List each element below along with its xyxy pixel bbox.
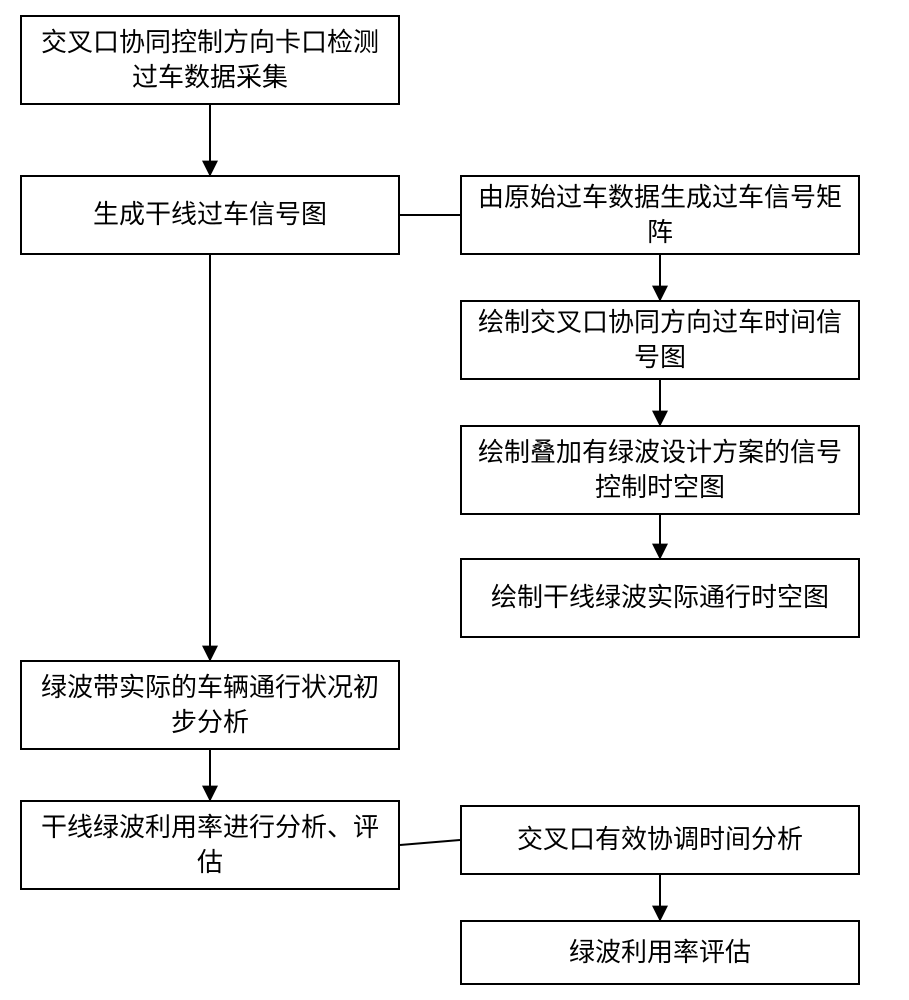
flow-node-utilization-eval: 绿波利用率评估: [460, 920, 860, 985]
flow-node-draw-actual-spacetime: 绘制干线绿波实际通行时空图: [460, 558, 860, 638]
flow-node-draw-greenwave-plan: 绘制叠加有绿波设计方案的信号控制时空图: [460, 425, 860, 515]
flow-node-preliminary-analysis: 绿波带实际的车辆通行状况初步分析: [20, 660, 400, 750]
flow-node-utilization-analysis: 干线绿波利用率进行分析、评估: [20, 800, 400, 890]
flow-node-collect-data: 交叉口协同控制方向卡口检测过车数据采集: [20, 15, 400, 105]
flow-node-gen-signal-diagram: 生成干线过车信号图: [20, 175, 400, 255]
flow-node-coord-time-analysis: 交叉口有效协调时间分析: [460, 805, 860, 875]
flow-node-draw-time-signal: 绘制交叉口协同方向过车时间信号图: [460, 300, 860, 380]
flow-node-gen-signal-matrix: 由原始过车数据生成过车信号矩阵: [460, 175, 860, 255]
